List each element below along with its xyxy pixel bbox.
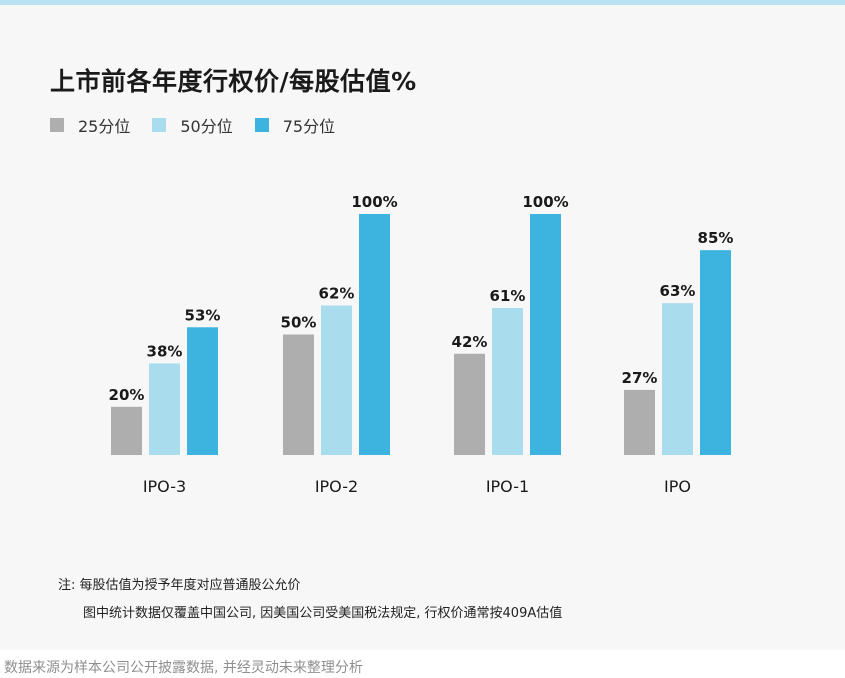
data-source: 数据来源为样本公司公开披露数据, 并经灵动未来整理分析 <box>4 660 363 676</box>
bar-ipo-3-p25 <box>111 406 142 455</box>
category-label-ipo-1: IPO-1 <box>486 477 529 496</box>
note-line-2: 图中统计数据仅覆盖中国公司, 因美国公司受美国税法规定, 行权价通常按409A估… <box>83 606 563 621</box>
legend-label-p50: 50分位 <box>180 117 233 136</box>
data-label-ipo-2-p50: 62% <box>319 285 355 303</box>
data-label-ipo-p75: 85% <box>698 229 734 247</box>
legend-swatch-p50 <box>152 118 167 132</box>
bar-ipo-3-p50 <box>149 363 180 455</box>
data-label-ipo-2-p75: 100% <box>351 193 397 211</box>
data-label-ipo-1-p75: 100% <box>522 193 568 211</box>
data-label-ipo-3-p75: 53% <box>185 306 221 324</box>
bar-ipo-p75 <box>700 250 731 455</box>
bar-ipo-1-p75 <box>530 214 561 455</box>
data-label-ipo-p25: 27% <box>622 369 658 387</box>
legend-label-p25: 25分位 <box>78 117 131 136</box>
data-label-ipo-3-p50: 38% <box>147 342 183 360</box>
category-label-ipo: IPO <box>664 477 691 496</box>
legend-item-p50: 50分位 <box>152 113 233 137</box>
chart-note: 注: 每股估值为授予年度对应普通股公允价 图中统计数据仅覆盖中国公司, 因美国公… <box>58 572 562 628</box>
chart-title: 上市前各年度行权价/每股估值% <box>50 67 417 96</box>
data-label-ipo-1-p25: 42% <box>452 333 488 351</box>
chart-legend: 25分位 50分位 75分位 <box>50 112 357 138</box>
bar-ipo-2-p50 <box>321 305 352 455</box>
category-label-ipo-2: IPO-2 <box>315 477 358 496</box>
bar-ipo-1-p50 <box>492 307 523 455</box>
data-label-ipo-p50: 63% <box>660 282 696 300</box>
note-line-1: 注: 每股估值为授予年度对应普通股公允价 <box>58 578 301 593</box>
bar-ipo-2-p75 <box>359 214 390 455</box>
data-label-ipo-1-p50: 61% <box>490 287 526 305</box>
top-accent-rule <box>0 0 845 5</box>
category-label-ipo-3: IPO-3 <box>143 477 186 496</box>
bar-ipo-1-p25 <box>454 353 485 455</box>
legend-label-p75: 75分位 <box>282 117 336 136</box>
legend-swatch-p25 <box>50 118 64 132</box>
bar-ipo-p25 <box>624 389 655 455</box>
data-label-ipo-3-p25: 20% <box>109 386 145 404</box>
legend-swatch-p75 <box>254 118 269 132</box>
legend-item-p25: 25分位 <box>50 113 130 137</box>
bar-ipo-2-p25 <box>283 334 314 455</box>
data-label-ipo-2-p25: 50% <box>281 314 317 332</box>
bar-ipo-3-p75 <box>187 327 218 455</box>
bar-chart: 20% 38%53% IPO-3 50%62% 100% IPO-2 42% 61% 100% I… <box>109 193 734 496</box>
bar-ipo-p50 <box>662 303 693 455</box>
legend-item-p75: 75分位 <box>254 113 336 137</box>
